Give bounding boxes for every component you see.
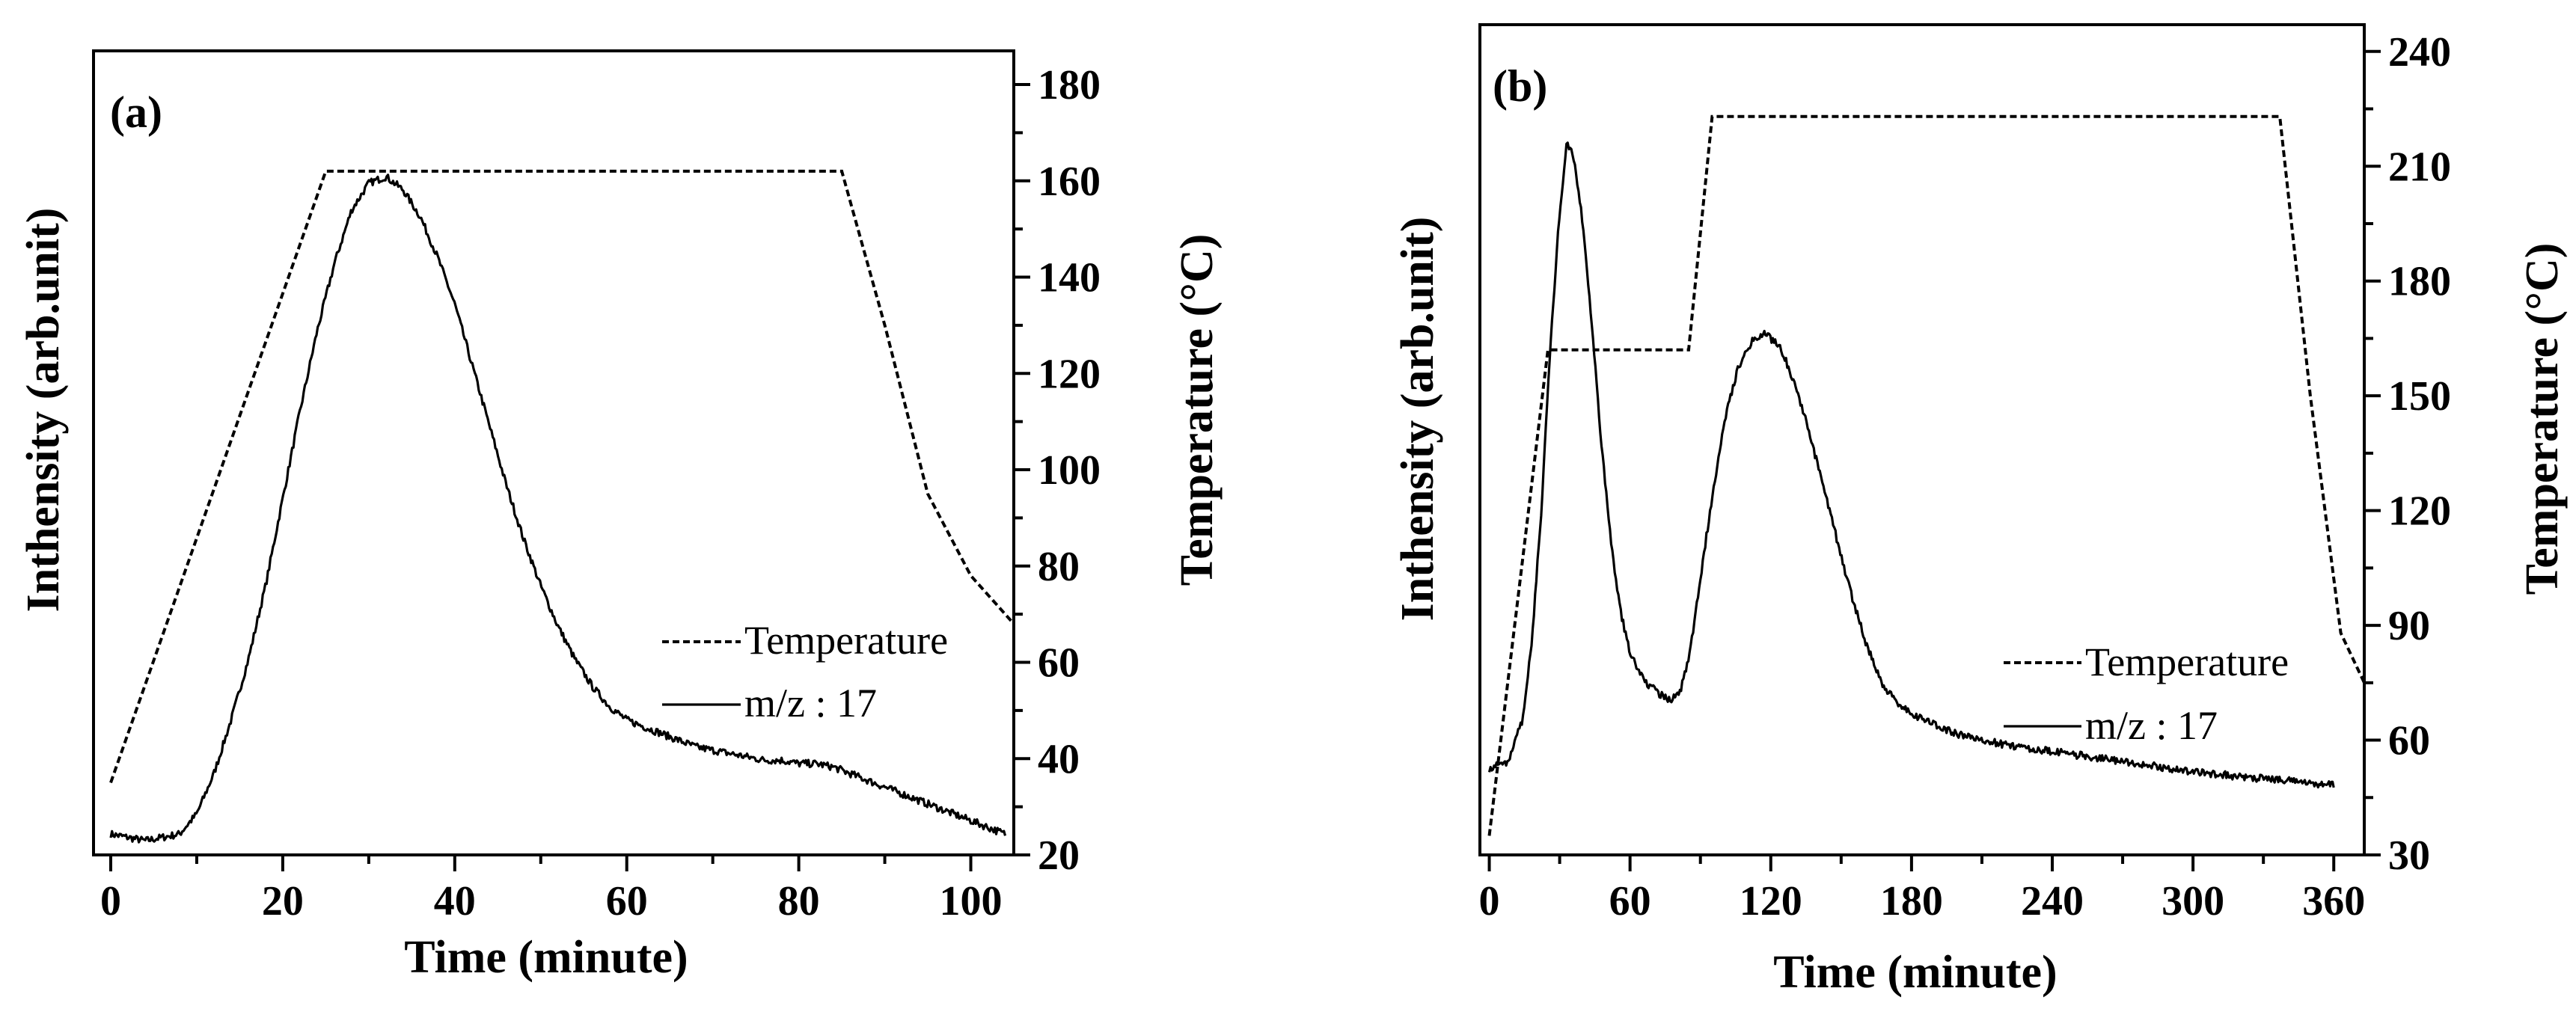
panel-a: (a) 0 20 40 60 80 100 20 40 60 80 100 120 140 160 180… bbox=[18, 49, 1223, 983]
panel-a-legend-signal-label: m/z : 17 bbox=[744, 681, 877, 726]
panel-a-x-tick-label: 0 bbox=[100, 878, 121, 924]
panel-a-y2-tick-label: 80 bbox=[1038, 544, 1080, 590]
panel-a-left-axis-label: Inthensity (arb.unit) bbox=[18, 208, 69, 613]
panel-a-y2-tick-label: 160 bbox=[1038, 159, 1101, 205]
panel-a-y2-tick-label: 120 bbox=[1038, 351, 1101, 397]
panel-b-x-ticks: 0 60 120 180 240 300 360 bbox=[1479, 855, 2365, 924]
panel-b-x-tick-label: 300 bbox=[2162, 878, 2224, 924]
panel-a-x-tick-label: 80 bbox=[778, 878, 820, 924]
panel-a-y2-ticks: 20 40 60 80 100 120 140 160 180 bbox=[1014, 62, 1101, 879]
panel-a-legend-temperature-label: Temperature bbox=[744, 618, 948, 663]
panel-b-label: (b) bbox=[1493, 61, 1547, 111]
panel-b-x-tick-label: 240 bbox=[2021, 878, 2084, 924]
panel-b-x-axis-label: Time (minute) bbox=[1773, 947, 2057, 998]
panel-b-y2-tick-label: 90 bbox=[2388, 603, 2430, 649]
panel-a-y2-tick-label: 20 bbox=[1038, 832, 1080, 879]
panel-b-y2-ticks: 30 60 90 120 150 180 210 240 bbox=[2364, 29, 2451, 879]
panel-a-right-axis-label: Temperature (°C) bbox=[1172, 234, 1223, 586]
panel-b-y2-tick-label: 180 bbox=[2388, 259, 2451, 305]
panel-b-legend-signal-label: m/z : 17 bbox=[2085, 703, 2218, 748]
panel-b-y2-tick-label: 30 bbox=[2388, 832, 2430, 879]
panel-b-y2-tick-label: 120 bbox=[2388, 488, 2451, 535]
panel-a-y2-tick-label: 60 bbox=[1038, 640, 1080, 687]
panel-b-y2-tick-label: 210 bbox=[2388, 144, 2451, 190]
panel-b: (b) 0 60 120 180 240 300 360 30 60 90 120 150 180 21… bbox=[1392, 23, 2568, 998]
panel-a-y2-tick-label: 40 bbox=[1038, 736, 1080, 782]
panel-a-x-tick-label: 60 bbox=[606, 878, 648, 924]
panel-b-signal-line bbox=[1487, 141, 2335, 789]
panel-a-x-tick-label: 100 bbox=[940, 878, 1003, 924]
panel-b-left-axis-label: Inthensity (arb.unit) bbox=[1392, 217, 1443, 622]
panel-b-x-tick-label: 60 bbox=[1609, 878, 1651, 924]
panel-a-y2-tick-label: 140 bbox=[1038, 255, 1101, 301]
panel-b-frame bbox=[1478, 23, 2366, 856]
panel-b-y2-tick-label: 150 bbox=[2388, 373, 2451, 420]
panel-a-x-tick-label: 20 bbox=[262, 878, 304, 924]
panel-a-y2-tick-label: 100 bbox=[1038, 447, 1101, 494]
panel-a-frame bbox=[92, 49, 1015, 856]
panel-b-y2-tick-label: 60 bbox=[2388, 718, 2430, 764]
panel-a-legend: Temperature m/z : 17 bbox=[662, 618, 948, 726]
panel-b-x-tick-label: 180 bbox=[1880, 878, 1943, 924]
panel-b-right-axis-label: Temperature (°C) bbox=[2517, 243, 2568, 595]
panel-a-y2-tick-label: 180 bbox=[1038, 62, 1101, 108]
panel-a-label: (a) bbox=[110, 88, 162, 137]
panel-b-x-tick-label: 360 bbox=[2302, 878, 2365, 924]
panel-b-y2-tick-label: 240 bbox=[2388, 29, 2451, 76]
panel-a-temperature-line bbox=[109, 169, 1015, 784]
panel-b-legend-temperature-label: Temperature bbox=[2085, 640, 2289, 684]
panel-b-legend: Temperature m/z : 17 bbox=[2004, 640, 2289, 748]
panel-b-x-tick-label: 0 bbox=[1479, 878, 1500, 924]
panel-b-temperature-line bbox=[1487, 114, 2366, 836]
panel-b-x-tick-label: 120 bbox=[1740, 878, 1802, 924]
panel-a-x-ticks: 0 20 40 60 80 100 bbox=[100, 855, 1003, 924]
panel-a-signal-line bbox=[109, 174, 1007, 844]
panel-a-x-axis-label: Time (minute) bbox=[404, 932, 688, 983]
panel-a-x-tick-label: 40 bbox=[434, 878, 476, 924]
